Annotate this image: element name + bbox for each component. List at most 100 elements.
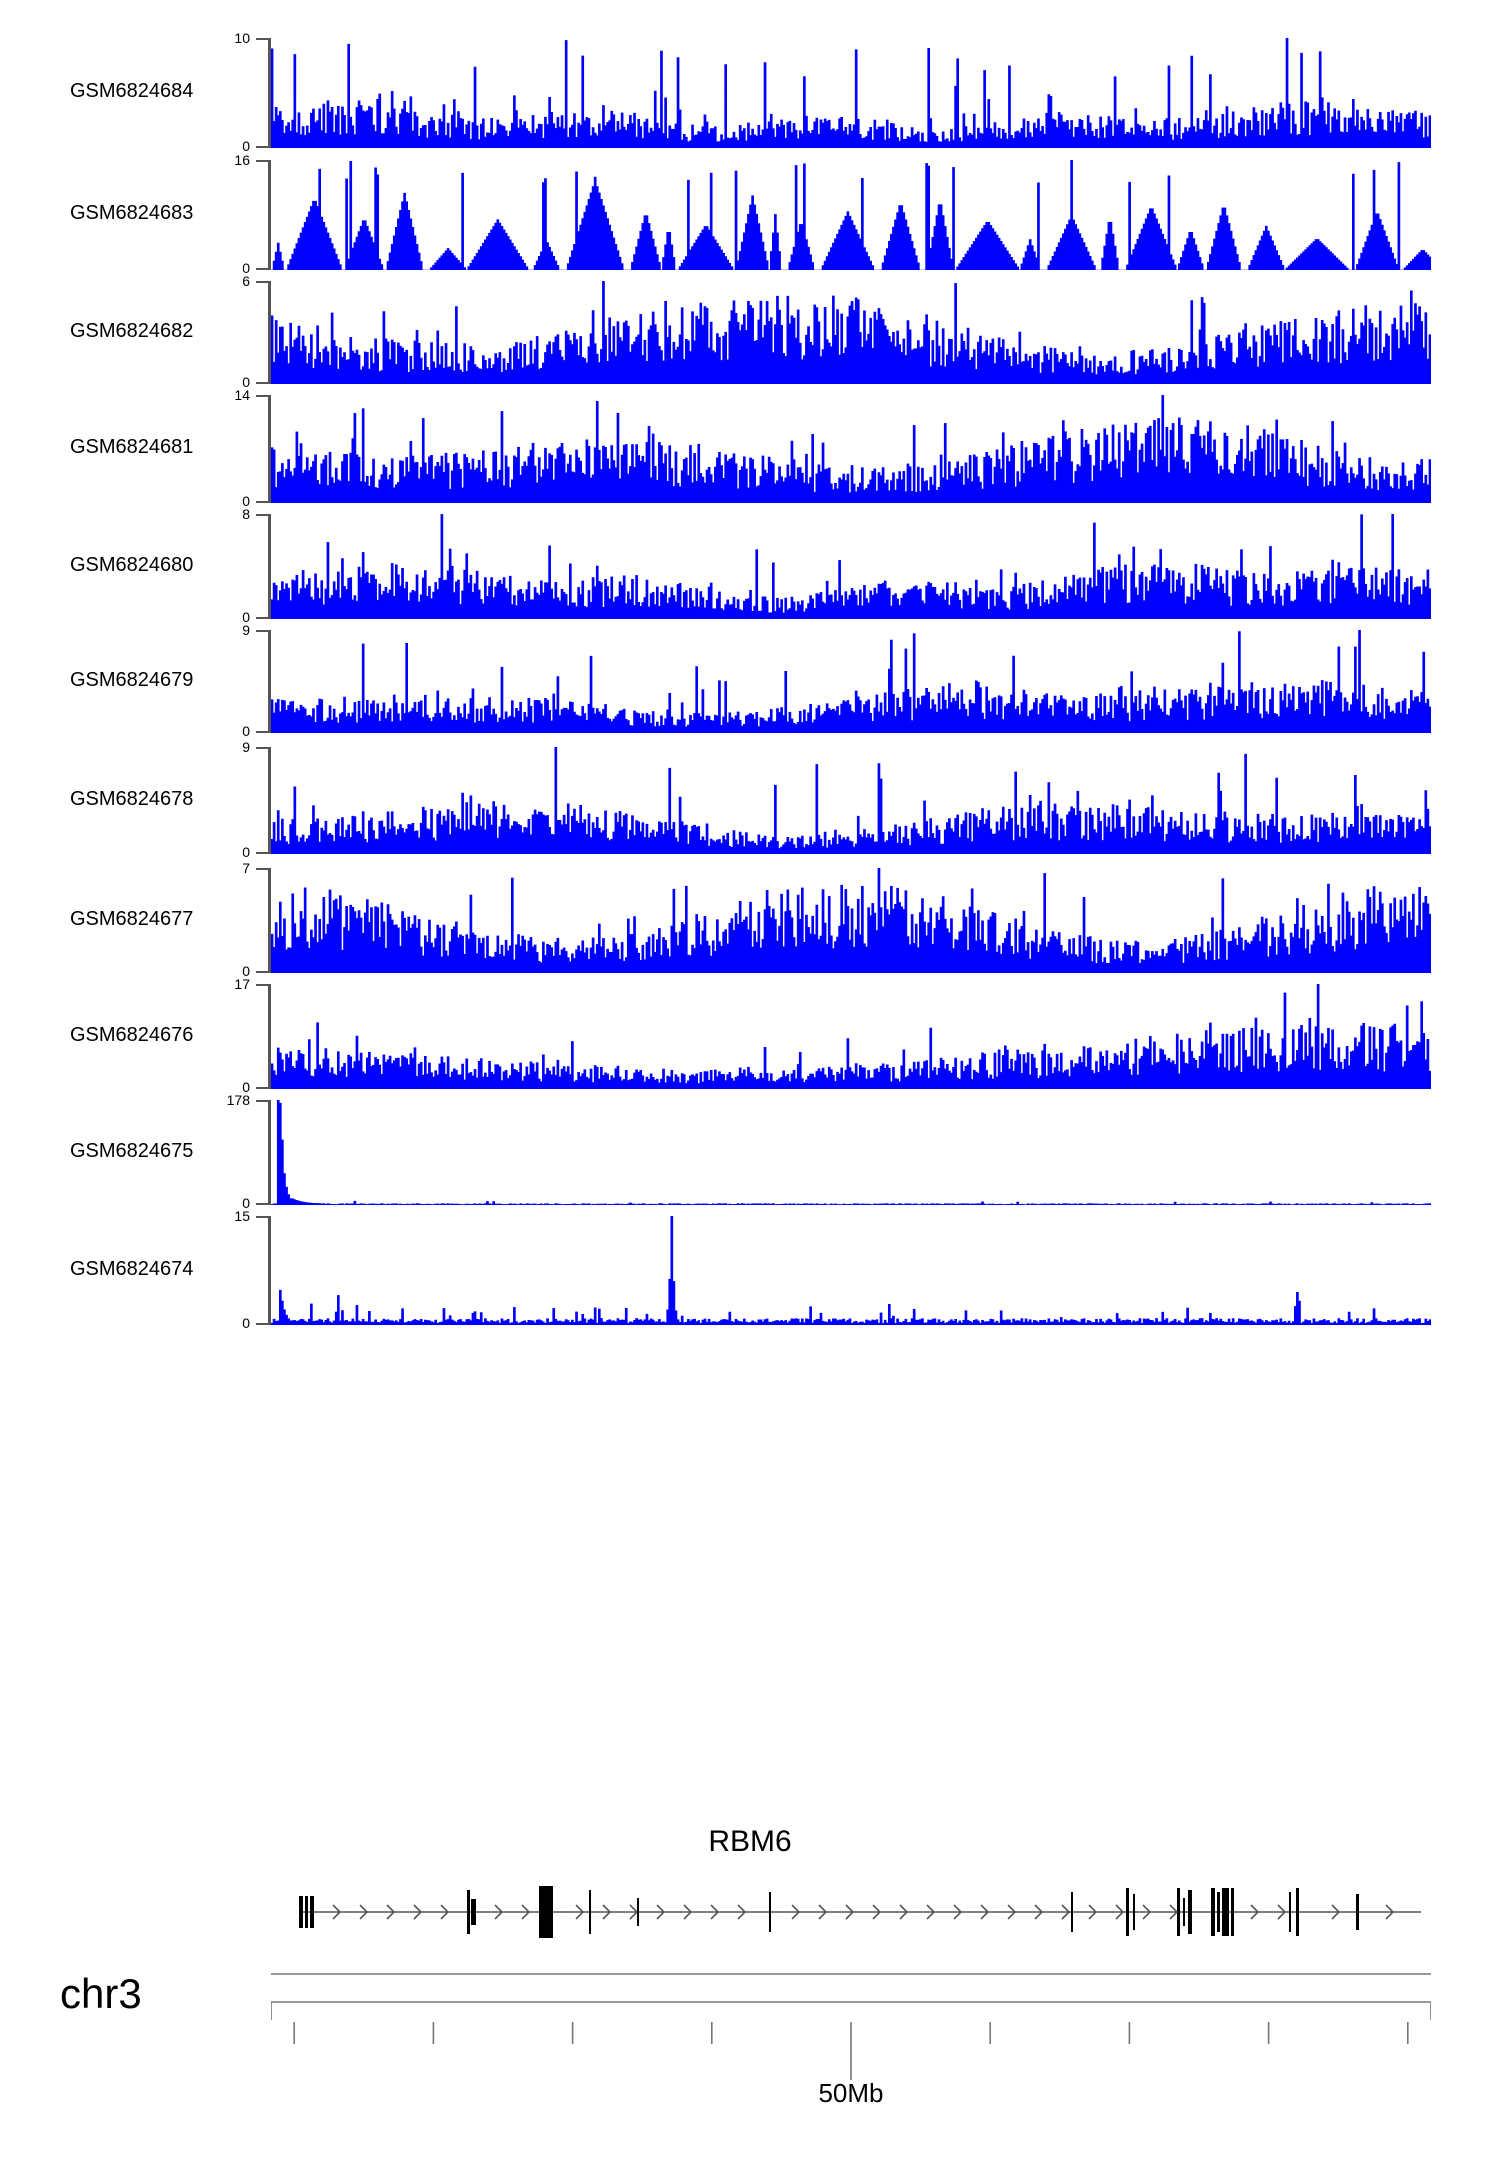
coverage-plot-gsm6824682[interactable] — [271, 281, 1431, 384]
axis-tick-min — [256, 1203, 270, 1205]
axis-tick-max — [256, 38, 270, 40]
axis-max-value: 9 — [242, 739, 250, 755]
axis-tick-max — [256, 747, 270, 749]
coverage-plot-gsm6824674[interactable] — [271, 1216, 1431, 1325]
axis-min-label: 0 — [190, 845, 250, 859]
axis-max-value: 7 — [242, 860, 250, 876]
coverage-track: GSM6824674 15 0 — [0, 1209, 1500, 1330]
axis-max-label: 16 — [190, 153, 250, 167]
axis-max-label: 10 — [190, 31, 250, 45]
axis-max-label: 14 — [190, 388, 250, 402]
axis-min-label: 0 — [190, 724, 250, 738]
track-label-gsm6824683: GSM6824683 — [70, 202, 194, 224]
axis-min-value: 0 — [242, 1315, 250, 1331]
axis-tick-min — [256, 382, 270, 384]
ruler-tick-label: 50Mb — [818, 2078, 884, 2108]
coverage-track: GSM6824680 8 0 — [0, 507, 1500, 624]
axis-tick-max — [256, 395, 270, 397]
track-y-axis — [268, 1100, 271, 1205]
track-label-gsm6824675: GSM6824675 — [70, 1140, 194, 1162]
track-y-axis — [268, 281, 271, 384]
track-label-gsm6824679: GSM6824679 — [70, 669, 194, 691]
track-label-gsm6824682: GSM6824682 — [70, 320, 194, 342]
axis-min-label: 0 — [190, 139, 250, 153]
coverage-plot-gsm6824675[interactable] — [271, 1100, 1431, 1205]
axis-max-label: 9 — [190, 623, 250, 637]
track-y-axis — [268, 38, 271, 148]
axis-max-value: 10 — [234, 30, 250, 46]
axis-min-label: 0 — [190, 964, 250, 978]
chromosome-label: chr3 — [60, 1970, 142, 2017]
axis-tick-min — [256, 1323, 270, 1325]
axis-min-value: 0 — [242, 609, 250, 625]
track-label-gsm6824677: GSM6824677 — [70, 908, 194, 930]
coverage-track: GSM6824675 178 0 — [0, 1093, 1500, 1210]
gene-model[interactable] — [271, 1870, 1431, 1940]
track-label-gsm6824684: GSM6824684 — [70, 80, 194, 102]
coverage-track: GSM6824684 10 0 — [0, 31, 1500, 153]
axis-tick-max — [256, 984, 270, 986]
coverage-plot-gsm6824678[interactable] — [271, 747, 1431, 854]
coverage-plot-gsm6824680[interactable] — [271, 514, 1431, 619]
axis-max-label: 7 — [190, 861, 250, 875]
coverage-plot-gsm6824677[interactable] — [271, 868, 1431, 973]
genome-ruler — [271, 2022, 1431, 2102]
track-label-gsm6824674: GSM6824674 — [70, 1258, 194, 1280]
ruler-labels: 50Mb — [271, 2078, 1431, 2112]
track-y-axis — [268, 514, 271, 619]
axis-min-value: 0 — [242, 374, 250, 390]
coverage-track: GSM6824682 6 0 — [0, 274, 1500, 389]
coverage-track: GSM6824681 14 0 — [0, 388, 1500, 508]
track-label-gsm6824681: GSM6824681 — [70, 436, 194, 458]
axis-tick-min — [256, 617, 270, 619]
axis-tick-max — [256, 281, 270, 283]
axis-min-label: 0 — [190, 494, 250, 508]
axis-max-value: 178 — [226, 1092, 250, 1108]
axis-min-label: 0 — [190, 610, 250, 624]
track-y-axis — [268, 160, 271, 270]
axis-tick-min — [256, 852, 270, 854]
coverage-plot-gsm6824683[interactable] — [271, 160, 1431, 270]
axis-max-value: 16 — [234, 152, 250, 168]
axis-min-value: 0 — [242, 260, 250, 276]
axis-max-value: 6 — [242, 273, 250, 289]
axis-max-value: 15 — [234, 1208, 250, 1224]
axis-min-value: 0 — [242, 1079, 250, 1095]
axis-max-value: 17 — [234, 976, 250, 992]
axis-min-label: 0 — [190, 1080, 250, 1094]
axis-max-label: 8 — [190, 507, 250, 521]
axis-min-value: 0 — [242, 844, 250, 860]
axis-max-label: 178 — [190, 1093, 250, 1107]
axis-max-value: 14 — [234, 387, 250, 403]
track-label-gsm6824678: GSM6824678 — [70, 788, 194, 810]
axis-min-value: 0 — [242, 723, 250, 739]
coverage-plot-gsm6824684[interactable] — [271, 38, 1431, 148]
track-label-gsm6824680: GSM6824680 — [70, 554, 194, 576]
axis-min-value: 0 — [242, 138, 250, 154]
track-label-gsm6824676: GSM6824676 — [70, 1024, 194, 1046]
track-y-axis — [268, 868, 271, 973]
axis-tick-min — [256, 1087, 270, 1089]
axis-max-value: 9 — [242, 622, 250, 638]
axis-min-value: 0 — [242, 1195, 250, 1211]
coverage-track: GSM6824678 9 0 — [0, 740, 1500, 859]
axis-tick-min — [256, 971, 270, 973]
chromosome-ideogram — [271, 1962, 1431, 2022]
coverage-plot-gsm6824681[interactable] — [271, 395, 1431, 503]
axis-tick-max — [256, 514, 270, 516]
axis-max-label: 15 — [190, 1209, 250, 1223]
axis-min-value: 0 — [242, 963, 250, 979]
axis-tick-max — [256, 630, 270, 632]
axis-min-value: 0 — [242, 493, 250, 509]
track-y-axis — [268, 630, 271, 733]
axis-min-label: 0 — [190, 1316, 250, 1330]
axis-max-value: 8 — [242, 506, 250, 522]
coverage-plot-gsm6824676[interactable] — [271, 984, 1431, 1089]
coverage-plot-gsm6824679[interactable] — [271, 630, 1431, 733]
coverage-track: GSM6824683 16 0 — [0, 153, 1500, 275]
axis-tick-max — [256, 1100, 270, 1102]
gene-name-label: RBM6 — [708, 1825, 792, 1858]
axis-tick-min — [256, 146, 270, 148]
track-y-axis — [268, 1216, 271, 1325]
